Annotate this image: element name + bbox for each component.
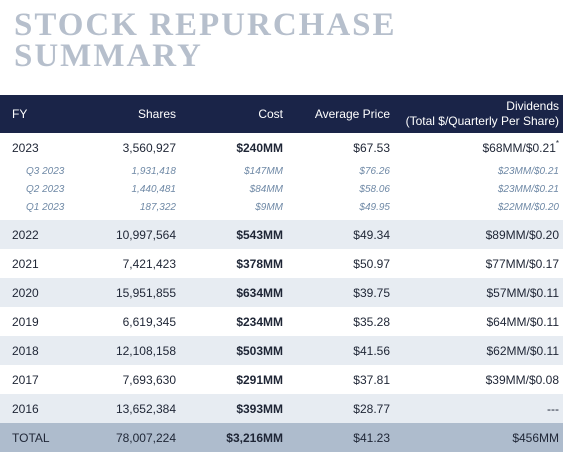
table-row: 2022 10,997,564 $543MM $49.34 $89MM/$0.2… bbox=[0, 220, 563, 249]
shares-cell: 3,560,927 bbox=[122, 140, 176, 155]
footnote-marker: * bbox=[555, 138, 559, 148]
avg-price-cell: $28.77 bbox=[353, 401, 390, 416]
dividends-cell: $62MM/$0.11 bbox=[486, 343, 560, 358]
table-row: 2021 7,421,423 $378MM $50.97 $77MM/$0.17 bbox=[0, 249, 563, 278]
cost-cell: $378MM bbox=[236, 256, 283, 271]
avg-price-cell: $49.95 bbox=[359, 201, 390, 213]
total-shares: 78,007,224 bbox=[115, 430, 176, 445]
header-average-price: Average Price bbox=[314, 106, 390, 121]
dividends-cell: $64MM/$0.11 bbox=[486, 314, 560, 329]
shares-cell: 7,421,423 bbox=[122, 256, 176, 271]
dividends-cell: $23MM/$0.21 bbox=[497, 183, 559, 195]
avg-price-cell: $39.75 bbox=[353, 285, 390, 300]
cost-cell: $543MM bbox=[236, 227, 283, 242]
cost-cell: $291MM bbox=[236, 372, 283, 387]
shares-cell: 10,997,564 bbox=[115, 227, 176, 242]
repurchase-table: FY Shares Cost Average Price Dividends (… bbox=[0, 95, 563, 452]
cost-cell: $634MM bbox=[236, 285, 283, 300]
cost-cell: $240MM bbox=[236, 140, 283, 155]
shares-cell: 6,619,345 bbox=[122, 314, 176, 329]
table-row: 2019 6,619,345 $234MM $35.28 $64MM/$0.11 bbox=[0, 307, 563, 336]
avg-price-cell: $76.26 bbox=[359, 165, 390, 177]
table-row: 2016 13,652,384 $393MM $28.77 --- bbox=[0, 394, 563, 423]
shares-cell: 12,108,158 bbox=[115, 343, 176, 358]
cost-cell: $147MM bbox=[244, 165, 283, 177]
fy-cell: 2016 bbox=[12, 401, 39, 416]
dividends-cell: $22MM/$0.20 bbox=[497, 201, 559, 213]
header-row: FY Shares Cost Average Price Dividends (… bbox=[0, 95, 563, 133]
fy-cell: 2023 bbox=[12, 140, 39, 155]
avg-price-cell: $50.97 bbox=[353, 256, 390, 271]
table-subrow: Q1 2023 187,322 $9MM $49.95 $22MM/$0.20 bbox=[0, 198, 563, 220]
avg-price-cell: $49.34 bbox=[353, 227, 390, 242]
fy-cell: Q1 2023 bbox=[26, 201, 65, 213]
shares-cell: 15,951,855 bbox=[115, 285, 176, 300]
dividends-value: $68MM/$0.21 bbox=[482, 140, 556, 155]
header-dividends-line1: Dividends bbox=[506, 99, 559, 113]
dividends-cell: --- bbox=[547, 401, 559, 416]
table-subrow: Q3 2023 1,931,418 $147MM $76.26 $23MM/$0… bbox=[0, 162, 563, 180]
avg-price-cell: $37.81 bbox=[353, 372, 390, 387]
table-row: 2017 7,693,630 $291MM $37.81 $39MM/$0.08 bbox=[0, 365, 563, 394]
table-row: 2020 15,951,855 $634MM $39.75 $57MM/$0.1… bbox=[0, 278, 563, 307]
page-title: STOCK REPURCHASE SUMMARY bbox=[14, 7, 397, 74]
dividends-cell: $77MM/$0.17 bbox=[485, 256, 559, 271]
fy-cell: 2019 bbox=[12, 314, 39, 329]
cost-cell: $234MM bbox=[236, 314, 283, 329]
table-row: 2023 3,560,927 $240MM $67.53 $68MM/$0.21… bbox=[0, 133, 563, 162]
table-subrow: Q2 2023 1,440,481 $84MM $58.06 $23MM/$0.… bbox=[0, 180, 563, 198]
header-cost: Cost bbox=[258, 106, 283, 121]
total-cost: $3,216MM bbox=[226, 430, 283, 445]
cost-cell: $84MM bbox=[249, 183, 283, 195]
header-shares: Shares bbox=[137, 106, 176, 121]
avg-price-cell: $67.53 bbox=[353, 140, 390, 155]
shares-cell: 187,322 bbox=[139, 201, 176, 213]
total-row: TOTAL 78,007,224 $3,216MM $41.23 $456MM bbox=[0, 423, 563, 452]
shares-cell: 7,693,630 bbox=[122, 372, 176, 387]
avg-price-cell: $35.28 bbox=[353, 314, 390, 329]
fy-cell: 2018 bbox=[12, 343, 39, 358]
fy-cell: 2021 bbox=[12, 256, 39, 271]
title-line-2: SUMMARY bbox=[14, 38, 203, 74]
fy-cell: 2022 bbox=[12, 227, 39, 242]
table-row: 2018 12,108,158 $503MM $41.56 $62MM/$0.1… bbox=[0, 336, 563, 365]
cost-cell: $503MM bbox=[236, 343, 283, 358]
header-dividends-line2: (Total $/Quarterly Per Share) bbox=[405, 114, 559, 128]
avg-price-cell: $58.06 bbox=[359, 183, 390, 195]
total-dividends: $456MM bbox=[512, 430, 559, 445]
cost-cell: $9MM bbox=[255, 201, 283, 213]
avg-price-cell: $41.56 bbox=[353, 343, 390, 358]
fy-cell: Q2 2023 bbox=[26, 183, 65, 195]
dividends-cell: $68MM/$0.21* bbox=[394, 133, 563, 162]
dividends-cell: $57MM/$0.11 bbox=[486, 285, 560, 300]
title-line-1: STOCK REPURCHASE bbox=[14, 7, 397, 43]
cost-cell: $393MM bbox=[236, 401, 283, 416]
shares-cell: 1,440,481 bbox=[131, 183, 177, 195]
header-dividends: Dividends (Total $/Quarterly Per Share) bbox=[394, 95, 563, 133]
dividends-cell: $23MM/$0.21 bbox=[497, 165, 559, 177]
fy-cell: 2017 bbox=[12, 372, 39, 387]
fy-cell: 2020 bbox=[12, 285, 39, 300]
total-avg-price: $41.23 bbox=[353, 430, 390, 445]
shares-cell: 13,652,384 bbox=[115, 401, 176, 416]
dividends-cell: $89MM/$0.20 bbox=[485, 227, 559, 242]
dividends-cell: $39MM/$0.08 bbox=[485, 372, 559, 387]
header-fy: FY bbox=[12, 106, 28, 121]
total-label: TOTAL bbox=[12, 430, 50, 445]
shares-cell: 1,931,418 bbox=[131, 165, 177, 177]
fy-cell: Q3 2023 bbox=[26, 165, 65, 177]
